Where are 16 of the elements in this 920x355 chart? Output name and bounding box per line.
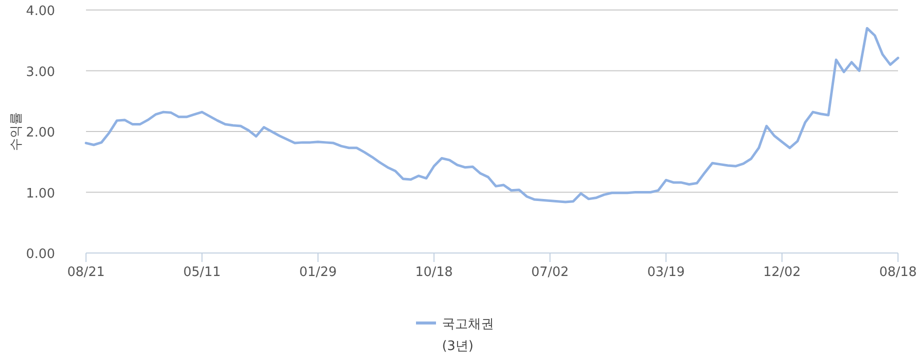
y-tick-label: 4.00: [26, 4, 55, 19]
x-tick-label: 10/18: [415, 265, 453, 280]
x-tick-label: 07/02: [531, 265, 569, 280]
line-series: [84, 26, 900, 204]
y-axis-title: 수익률: [9, 112, 24, 151]
x-tick-label: 12/02: [763, 265, 801, 280]
x-tick-label: 03/19: [647, 265, 685, 280]
x-tick-label: 01/29: [299, 265, 337, 280]
y-tick-label: 1.00: [26, 186, 55, 202]
y-tick-label: 0.00: [26, 247, 55, 262]
x-tick-label: 05/11: [183, 265, 221, 280]
y-tick-label: 3.00: [26, 64, 55, 80]
legend-label: 국고채권 (3년): [442, 317, 494, 354]
x-tick-label: 08/21: [67, 265, 105, 280]
y-tick-label: 2.00: [26, 126, 55, 140]
x-tick-label: 08/18: [879, 265, 917, 280]
